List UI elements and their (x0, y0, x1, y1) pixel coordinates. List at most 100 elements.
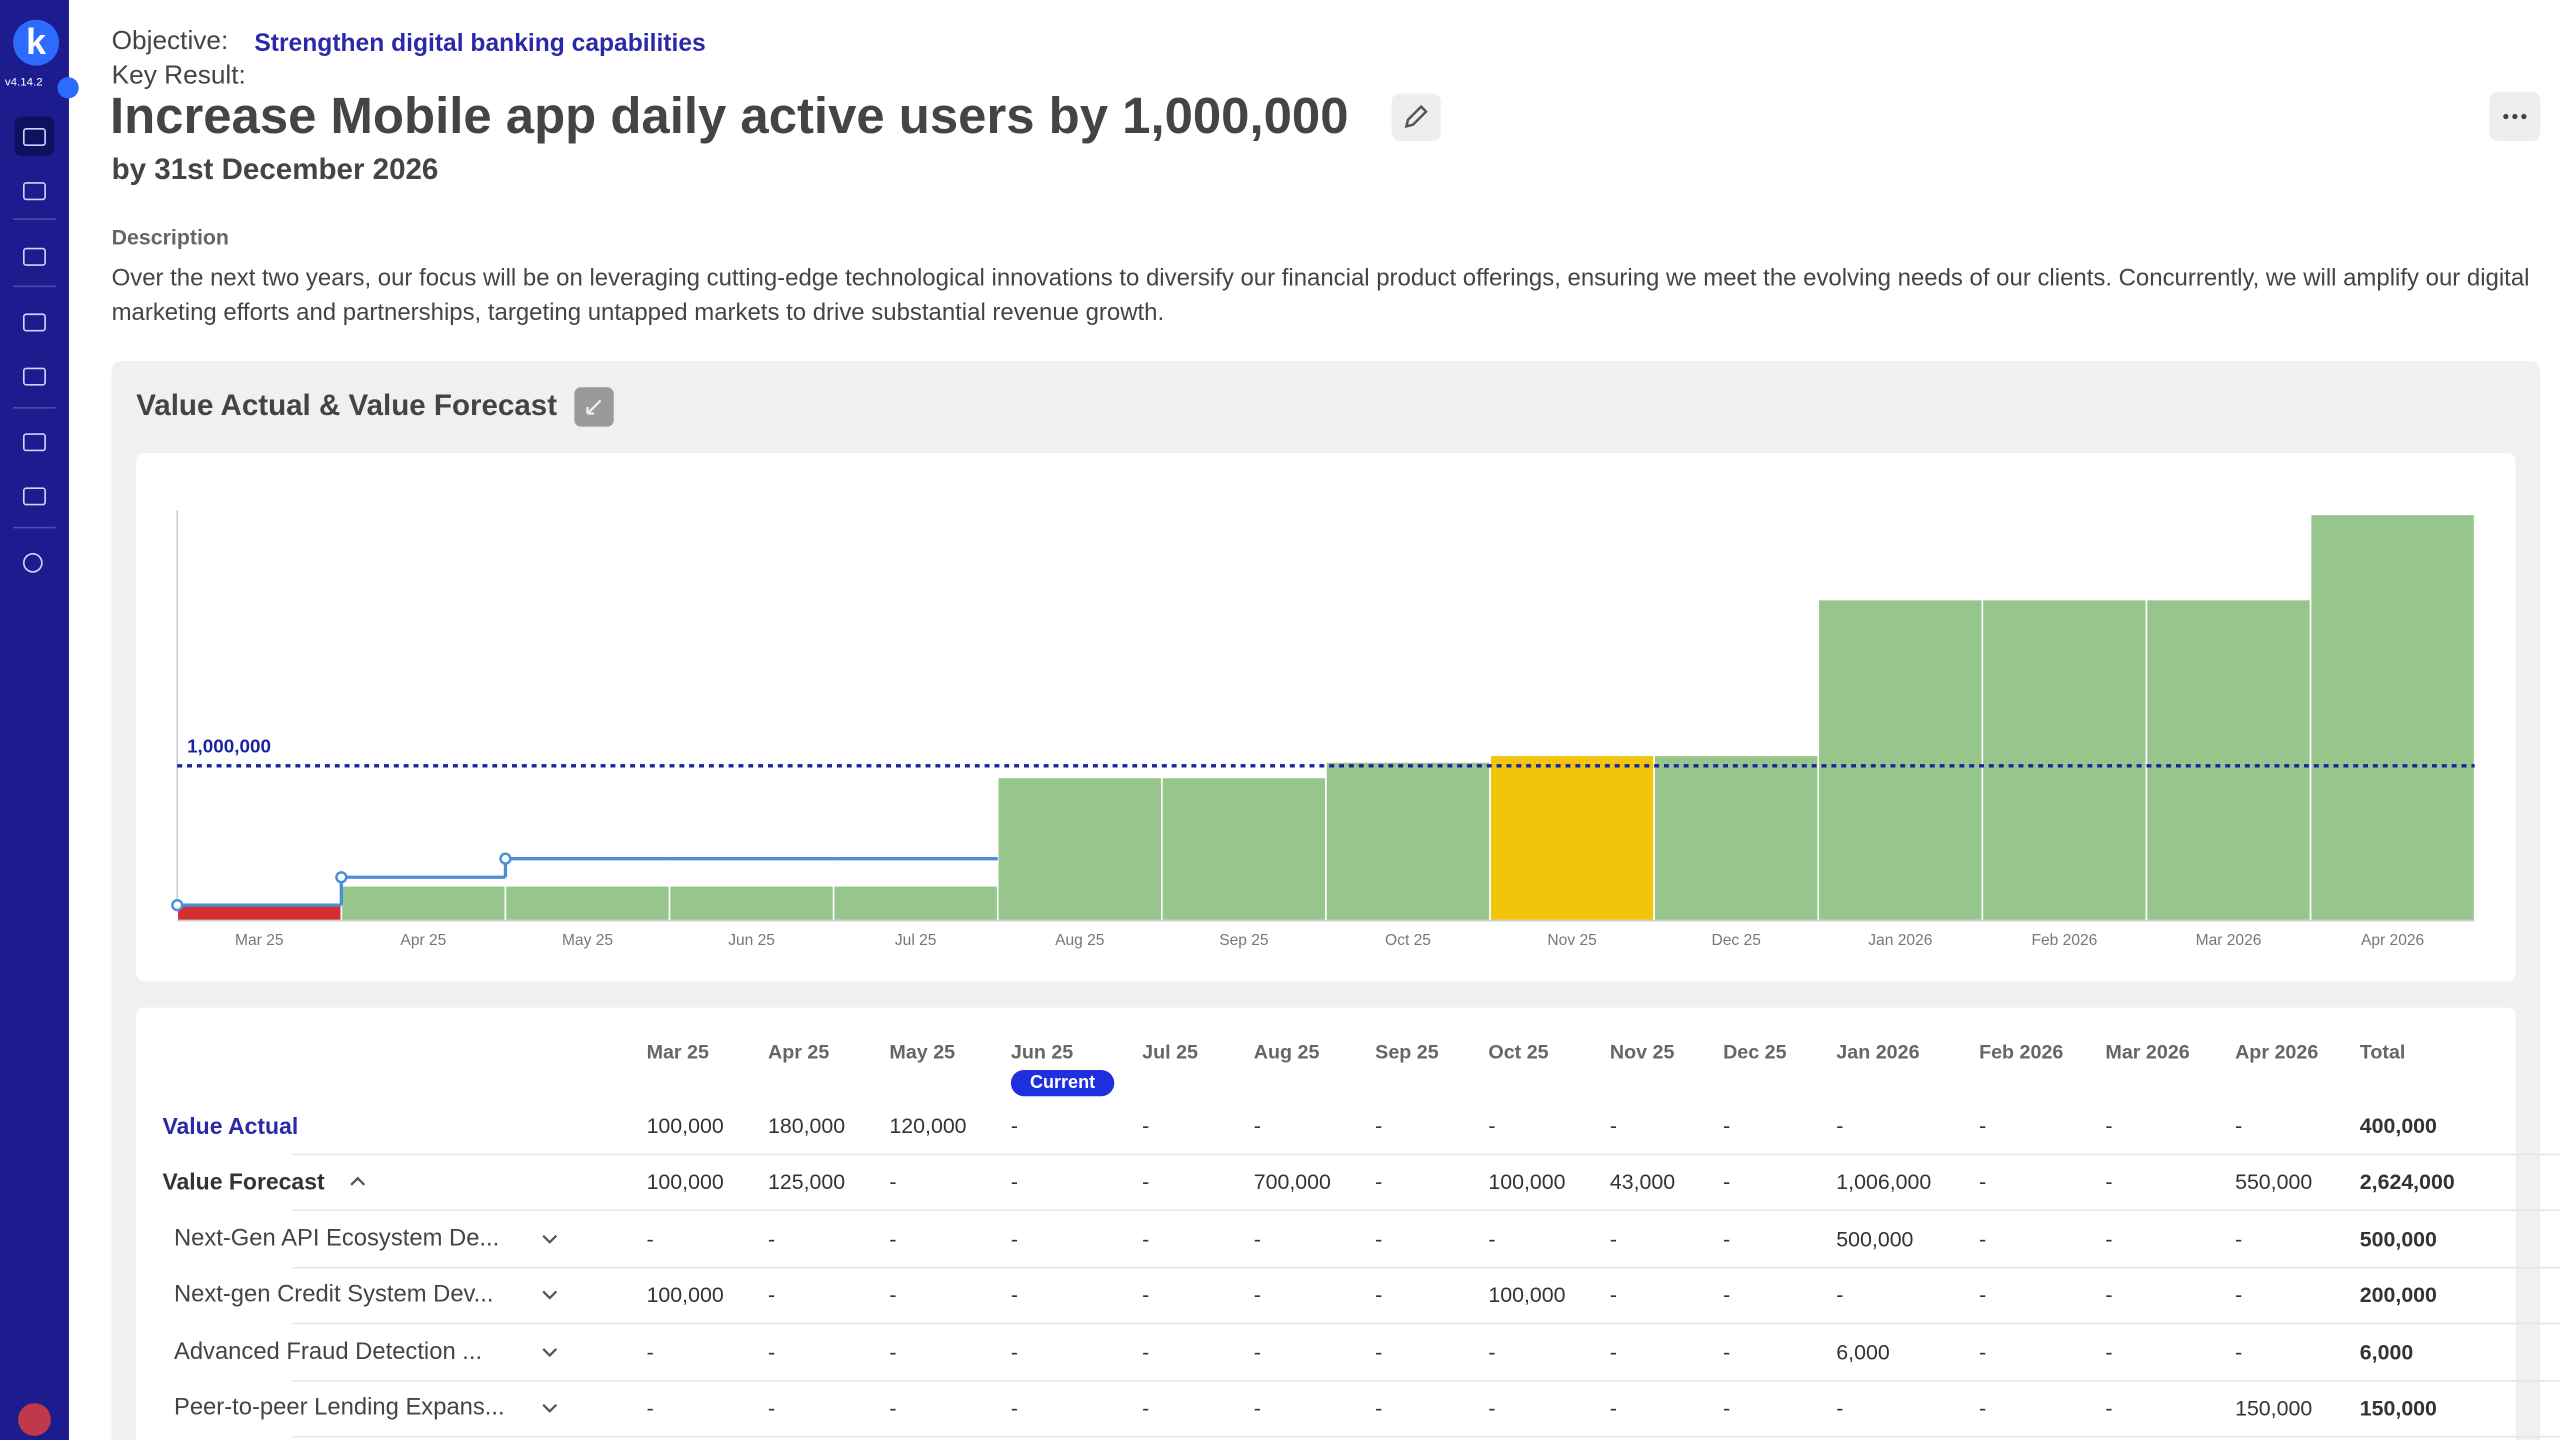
table-cell: - (1979, 1395, 1987, 1421)
column-header: Mar 2026 (2105, 1040, 2190, 1064)
table-cell: 100,000 (1488, 1169, 1566, 1194)
nav-icon[interactable] (22, 487, 46, 506)
nav-icon[interactable] (22, 367, 46, 386)
line-point (335, 871, 348, 884)
objective-label: Objective: (111, 27, 229, 56)
more-button[interactable] (2489, 91, 2541, 142)
bar (1161, 776, 1327, 922)
column-header: Jun 25 (1010, 1040, 1074, 1064)
table-cell: - (889, 1395, 897, 1421)
table-cell: - (2105, 1282, 2113, 1308)
chart: Mar 25 Apr 25 May 25 Jun 25 Jul 25 Aug 25 Sep … (171, 510, 2476, 949)
table-cell: - (1723, 1339, 1731, 1365)
column-header: Oct 25 (1488, 1040, 1549, 1064)
collapse-button[interactable] (574, 387, 614, 427)
chevron-path (542, 1290, 558, 1300)
more-icon (2503, 113, 2527, 120)
nav-icon[interactable] (22, 313, 46, 332)
chevron[interactable] (540, 1232, 560, 1245)
table-cell: - (1253, 1339, 1261, 1365)
table-cell: - (1010, 1226, 1019, 1252)
table-cell: - (1979, 1113, 1987, 1139)
table-cell: - (646, 1226, 654, 1252)
row-label: Peer-to-peer Lending Expans... (173, 1394, 505, 1422)
expand-button[interactable] (57, 77, 79, 99)
table-cell: - (1609, 1113, 1617, 1139)
table-cell: - (1723, 1282, 1731, 1308)
bar (176, 904, 343, 922)
row-divider (292, 1322, 2560, 1325)
chart-card: Mar 25 Apr 25 May 25 Jun 25 Jul 25 Aug 25 Sep … (136, 452, 2516, 982)
row-label[interactable]: Value Actual (162, 1112, 299, 1139)
table-cell: 200,000 (2359, 1282, 2437, 1308)
table-cell: - (1253, 1113, 1261, 1139)
nav-icon[interactable] (22, 247, 46, 266)
table-cell: 100,000 (646, 1169, 724, 1194)
column-header: Apr 2026 (2235, 1040, 2319, 1064)
x-tick-label: Sep 25 (1219, 932, 1269, 949)
x-tick-label: Oct 25 (1385, 932, 1431, 949)
x-tick-label: May 25 (562, 932, 613, 949)
nav-active[interactable] (14, 116, 55, 156)
objective-link[interactable]: Strengthen digital banking capabilities (254, 29, 706, 58)
bar (504, 884, 671, 922)
table-cell: - (1253, 1395, 1261, 1421)
column-header: Total (2359, 1040, 2406, 1064)
table-cell: - (1609, 1395, 1617, 1421)
table-cell: - (889, 1282, 897, 1308)
chevron-path (542, 1403, 558, 1413)
column-header: May 25 (889, 1040, 956, 1064)
table-cell: - (2105, 1395, 2113, 1421)
x-tick-label: Feb 2026 (2031, 932, 2097, 949)
chevron-path (350, 1176, 366, 1186)
table-cell: - (1979, 1282, 1987, 1308)
section-title: Value Actual & Value Forecast (136, 388, 558, 422)
table-cell: - (1010, 1339, 1019, 1365)
table-cell: - (1609, 1282, 1617, 1308)
table-cell: - (2235, 1226, 2243, 1252)
table-cell: - (1375, 1226, 1383, 1252)
avatar[interactable] (18, 1403, 51, 1436)
table-cell: - (1142, 1395, 1150, 1421)
column-header: Apr 25 (768, 1040, 830, 1064)
row-divider (292, 1266, 2560, 1269)
table-cell: - (1010, 1282, 1019, 1308)
line-point (499, 852, 512, 865)
table-cell: 6,000 (2359, 1339, 2414, 1365)
table-cell: - (1836, 1113, 1844, 1139)
chevron[interactable] (540, 1288, 560, 1301)
nav-icon[interactable] (22, 553, 43, 573)
edit-button[interactable] (1391, 93, 1441, 142)
bar (996, 776, 1163, 922)
chevron[interactable] (348, 1175, 368, 1188)
nav-icon[interactable] (22, 433, 46, 452)
table-cell: - (1253, 1226, 1261, 1252)
column-header: Aug 25 (1253, 1040, 1320, 1064)
table-cell: - (1010, 1395, 1019, 1421)
table-cell: - (646, 1339, 654, 1365)
table-cell: - (1375, 1339, 1383, 1365)
bar (668, 884, 835, 922)
bar (1817, 598, 1984, 922)
nav-icon[interactable] (22, 182, 46, 201)
row-divider (292, 1153, 2560, 1156)
table-cell: 120,000 (889, 1113, 967, 1139)
x-tick-label: Apr 25 (400, 932, 446, 949)
table-cell: - (768, 1226, 776, 1252)
sidebar: k v4.14.2 (0, 0, 79, 1440)
deadline: by 31st December 2026 (111, 152, 439, 186)
table-cell: - (2235, 1282, 2243, 1308)
separator (13, 526, 56, 529)
x-tick-label: Mar 2026 (2196, 932, 2262, 949)
chevron[interactable] (540, 1401, 560, 1414)
table-cell: 700,000 (1253, 1169, 1331, 1194)
table-cell: - (1979, 1169, 1987, 1194)
nav-icon[interactable] (22, 128, 46, 147)
logo[interactable]: k (13, 19, 60, 66)
chevron[interactable] (540, 1346, 560, 1359)
table-cell: - (1010, 1169, 1019, 1194)
table-cell: 100,000 (646, 1282, 724, 1308)
column-header: Jul 25 (1142, 1040, 1199, 1064)
row-label: Next-Gen API Ecosystem De... (173, 1225, 500, 1253)
bar (1981, 598, 2148, 922)
